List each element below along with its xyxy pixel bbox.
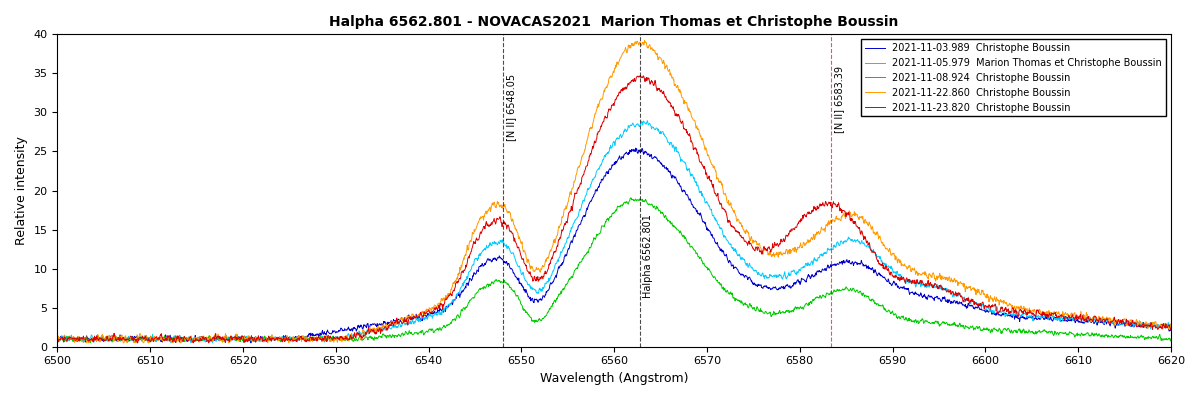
- 2021-11-08.924  Christophe Boussin: [624, 196, 638, 200]
- Text: [N II] 6583.39: [N II] 6583.39: [834, 66, 844, 132]
- 2021-11-22.860  Christophe Boussin: [637, 38, 652, 43]
- 2021-11-03.989  Christophe Boussin: [136, 336, 150, 341]
- 2021-11-23.820  Christophe Boussin: [173, 338, 187, 342]
- 2021-11-05.979  Marion Thomas et Christophe Boussin: [173, 333, 187, 338]
- 2021-11-03.989  Christophe Boussin: [173, 337, 187, 342]
- 2021-11-23.820  Christophe Boussin: [131, 340, 145, 345]
- Line: 2021-11-08.924  Christophe Boussin: 2021-11-08.924 Christophe Boussin: [58, 198, 1171, 342]
- 2021-11-22.860  Christophe Boussin: [995, 300, 1009, 305]
- Line: 2021-11-23.820  Christophe Boussin: 2021-11-23.820 Christophe Boussin: [58, 75, 1171, 343]
- 2021-11-23.820  Christophe Boussin: [50, 338, 65, 343]
- 2021-11-05.979  Marion Thomas et Christophe Boussin: [80, 337, 95, 342]
- 2021-11-05.979  Marion Thomas et Christophe Boussin: [995, 310, 1009, 315]
- 2021-11-22.860  Christophe Boussin: [556, 214, 570, 218]
- 2021-11-05.979  Marion Thomas et Christophe Boussin: [205, 340, 220, 345]
- 2021-11-08.924  Christophe Boussin: [137, 336, 151, 341]
- 2021-11-03.989  Christophe Boussin: [244, 340, 258, 345]
- Legend: 2021-11-03.989  Christophe Boussin, 2021-11-05.979  Marion Thomas et Christophe : 2021-11-03.989 Christophe Boussin, 2021-…: [862, 39, 1166, 116]
- 2021-11-08.924  Christophe Boussin: [50, 335, 65, 340]
- 2021-11-03.989  Christophe Boussin: [629, 146, 643, 150]
- 2021-11-05.979  Marion Thomas et Christophe Boussin: [203, 337, 217, 342]
- 2021-11-23.820  Christophe Boussin: [204, 339, 218, 344]
- Line: 2021-11-22.860  Christophe Boussin: 2021-11-22.860 Christophe Boussin: [58, 40, 1171, 343]
- 2021-11-23.820  Christophe Boussin: [1164, 328, 1178, 333]
- 2021-11-05.979  Marion Thomas et Christophe Boussin: [556, 245, 570, 250]
- 2021-11-22.860  Christophe Boussin: [79, 340, 94, 345]
- Text: Halpha 6562.801: Halpha 6562.801: [643, 214, 653, 298]
- 2021-11-05.979  Marion Thomas et Christophe Boussin: [136, 338, 150, 342]
- 2021-11-08.924  Christophe Boussin: [173, 335, 187, 340]
- Line: 2021-11-05.979  Marion Thomas et Christophe Boussin: 2021-11-05.979 Marion Thomas et Christop…: [58, 121, 1171, 343]
- 2021-11-22.860  Christophe Boussin: [137, 340, 151, 345]
- Text: [N II] 6548.05: [N II] 6548.05: [506, 73, 516, 140]
- 2021-11-03.989  Christophe Boussin: [556, 260, 570, 264]
- 2021-11-23.820  Christophe Boussin: [995, 306, 1009, 311]
- 2021-11-03.989  Christophe Boussin: [50, 336, 65, 341]
- 2021-11-03.989  Christophe Boussin: [80, 338, 95, 343]
- 2021-11-22.860  Christophe Boussin: [1164, 321, 1178, 326]
- 2021-11-23.820  Christophe Boussin: [137, 336, 151, 340]
- 2021-11-23.820  Christophe Boussin: [634, 73, 648, 78]
- 2021-11-08.924  Christophe Boussin: [80, 337, 95, 342]
- 2021-11-08.924  Christophe Boussin: [1164, 338, 1178, 342]
- 2021-11-03.989  Christophe Boussin: [995, 313, 1009, 318]
- 2021-11-03.989  Christophe Boussin: [1164, 325, 1178, 330]
- 2021-11-22.860  Christophe Boussin: [173, 340, 187, 344]
- Title: Halpha 6562.801 - NOVACAS2021  Marion Thomas et Christophe Boussin: Halpha 6562.801 - NOVACAS2021 Marion Tho…: [330, 15, 899, 29]
- 2021-11-03.989  Christophe Boussin: [203, 338, 217, 342]
- 2021-11-08.924  Christophe Boussin: [556, 286, 570, 291]
- 2021-11-08.924  Christophe Boussin: [83, 340, 97, 345]
- 2021-11-05.979  Marion Thomas et Christophe Boussin: [640, 118, 654, 123]
- 2021-11-23.820  Christophe Boussin: [556, 227, 570, 232]
- X-axis label: Wavelength (Angstrom): Wavelength (Angstrom): [540, 372, 689, 385]
- 2021-11-05.979  Marion Thomas et Christophe Boussin: [50, 336, 65, 340]
- 2021-11-05.979  Marion Thomas et Christophe Boussin: [1164, 326, 1178, 330]
- 2021-11-22.860  Christophe Boussin: [50, 339, 65, 344]
- Y-axis label: Relative intensity: Relative intensity: [14, 136, 28, 245]
- 2021-11-23.820  Christophe Boussin: [80, 338, 95, 342]
- 2021-11-22.860  Christophe Boussin: [204, 337, 218, 342]
- 2021-11-08.924  Christophe Boussin: [204, 337, 218, 342]
- 2021-11-08.924  Christophe Boussin: [995, 329, 1009, 334]
- Line: 2021-11-03.989  Christophe Boussin: 2021-11-03.989 Christophe Boussin: [58, 148, 1171, 343]
- 2021-11-22.860  Christophe Boussin: [82, 340, 96, 344]
